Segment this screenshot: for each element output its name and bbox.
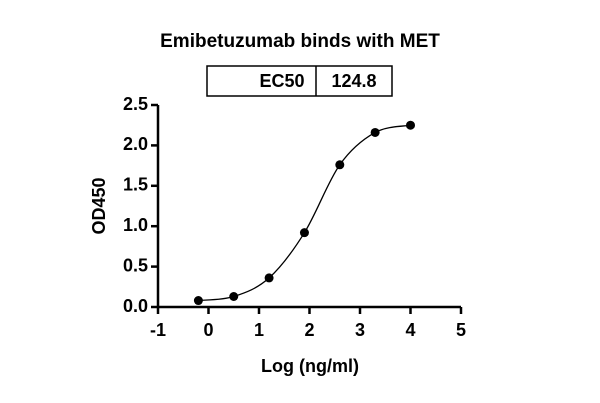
x-tick-label: 5 [456, 320, 466, 340]
data-point [229, 291, 239, 301]
y-tick-label: 1.0 [123, 215, 148, 235]
x-tick-label: -1 [150, 320, 166, 340]
x-tick-label: 0 [203, 320, 213, 340]
y-axis-label: OD450 [89, 177, 109, 234]
y-tick-label: 0.0 [123, 296, 148, 316]
annotation-label: EC50 [259, 71, 304, 91]
x-tick-label: 2 [304, 320, 314, 340]
y-tick-label: 2.5 [123, 94, 148, 114]
data-point [299, 228, 309, 238]
data-point [264, 273, 274, 283]
y-tick-label: 2.0 [123, 134, 148, 154]
x-axis-label: Log (ng/ml) [261, 356, 359, 376]
x-tick-label: 1 [254, 320, 264, 340]
data-point [335, 160, 345, 170]
fit-curve [198, 124, 411, 302]
data-point [406, 120, 415, 130]
y-tick-label: 0.5 [123, 255, 148, 275]
data-point [370, 127, 380, 137]
y-tick-label: 1.5 [123, 175, 148, 195]
x-tick-label: 4 [405, 320, 415, 340]
chart-title: Emibetuzumab binds with MET [160, 31, 440, 52]
data-point [193, 296, 203, 306]
annotation-box [206, 65, 393, 97]
annotation-value: 124.8 [331, 71, 376, 91]
x-tick-label: 3 [355, 320, 365, 340]
